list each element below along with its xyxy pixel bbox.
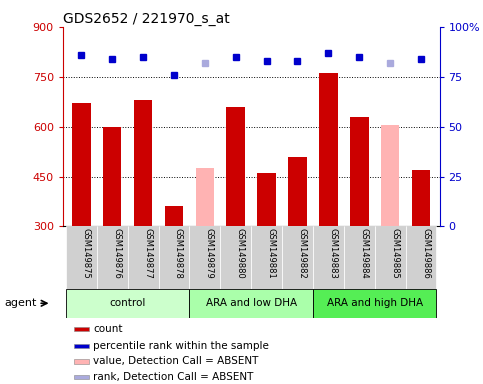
Text: count: count [93,324,122,334]
Text: ARA and high DHA: ARA and high DHA [327,298,423,308]
Bar [66,227,97,289]
Bar [128,227,158,289]
Text: GSM149878: GSM149878 [174,228,183,279]
Bar [381,125,399,227]
Text: GSM149881: GSM149881 [267,228,276,279]
Text: GSM149880: GSM149880 [236,228,245,279]
Bar [74,375,88,379]
Bar [189,227,220,289]
Bar [196,168,214,227]
Bar [103,127,121,227]
Bar [375,227,406,289]
Text: GSM149883: GSM149883 [328,228,337,279]
Text: GDS2652 / 221970_s_at: GDS2652 / 221970_s_at [63,12,229,26]
Bar [344,227,375,289]
Text: percentile rank within the sample: percentile rank within the sample [93,341,269,351]
Bar [406,227,437,289]
Bar [251,227,282,289]
Text: ARA and low DHA: ARA and low DHA [206,298,297,308]
Bar [74,344,88,348]
Bar [134,100,152,227]
Bar [189,289,313,318]
Text: value, Detection Call = ABSENT: value, Detection Call = ABSENT [93,356,258,366]
Bar [319,73,338,227]
Text: GSM149876: GSM149876 [112,228,121,279]
Text: GSM149884: GSM149884 [359,228,368,279]
Text: agent: agent [4,298,36,308]
Bar [74,327,88,331]
Text: GSM149885: GSM149885 [390,228,399,279]
Bar [66,289,189,318]
Bar [158,227,189,289]
Bar [412,170,430,227]
Bar [288,157,307,227]
Bar [282,227,313,289]
Text: GSM149875: GSM149875 [81,228,90,279]
Text: GSM149879: GSM149879 [205,228,214,279]
Text: GSM149877: GSM149877 [143,228,152,279]
Bar [227,107,245,227]
Text: GSM149886: GSM149886 [421,228,430,279]
Text: control: control [110,298,146,308]
Bar [313,227,344,289]
Bar [220,227,251,289]
Bar [313,289,437,318]
Bar [350,117,369,227]
Text: GSM149882: GSM149882 [298,228,307,279]
Bar [257,173,276,227]
Bar [97,227,128,289]
Bar [74,359,88,364]
Bar [72,103,91,227]
Bar [165,207,183,227]
Text: rank, Detection Call = ABSENT: rank, Detection Call = ABSENT [93,372,253,382]
